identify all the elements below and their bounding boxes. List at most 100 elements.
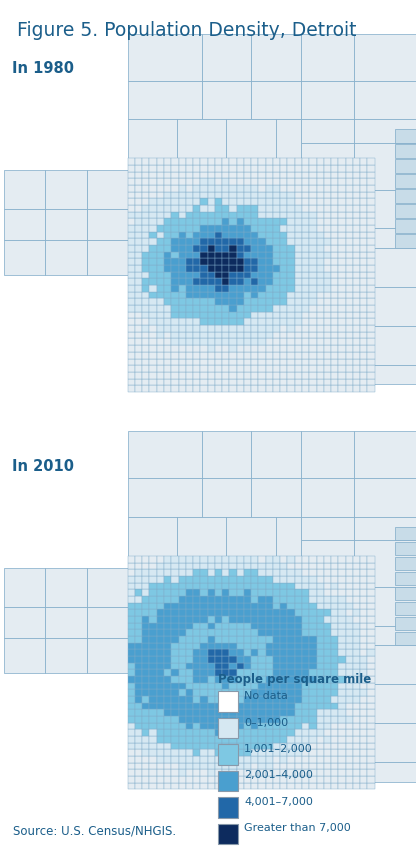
Bar — [266, 245, 273, 252]
Bar — [244, 299, 251, 305]
Bar — [135, 556, 142, 563]
Bar — [317, 305, 324, 312]
Bar — [226, 158, 276, 197]
Bar — [207, 770, 215, 776]
Bar — [302, 258, 309, 265]
Bar — [331, 716, 339, 722]
Bar — [353, 305, 360, 312]
Bar — [317, 722, 324, 729]
Bar — [295, 576, 302, 583]
Bar — [193, 325, 200, 332]
Bar — [45, 170, 87, 209]
Bar — [244, 556, 251, 563]
Bar — [346, 609, 353, 616]
Bar — [236, 736, 244, 743]
Bar — [171, 378, 178, 385]
Bar — [193, 736, 200, 743]
Bar — [87, 568, 128, 607]
Bar — [324, 325, 331, 332]
Bar — [207, 656, 215, 662]
Bar — [360, 352, 368, 359]
Bar — [301, 762, 354, 782]
Bar — [178, 596, 186, 602]
Bar — [353, 292, 360, 299]
Bar — [266, 312, 273, 318]
Bar — [244, 345, 251, 352]
Bar — [258, 232, 266, 239]
Bar — [302, 299, 309, 305]
Bar — [331, 265, 339, 272]
Bar — [331, 609, 339, 616]
Bar — [360, 199, 368, 205]
Bar — [193, 710, 200, 716]
Bar — [202, 80, 251, 119]
Bar — [331, 729, 339, 736]
Bar — [150, 656, 157, 662]
Bar — [273, 378, 280, 385]
Bar — [324, 669, 331, 676]
Bar — [360, 729, 368, 736]
Bar — [302, 239, 309, 245]
Bar — [354, 34, 416, 80]
Bar — [207, 318, 215, 325]
Bar — [368, 636, 375, 643]
Bar — [309, 352, 317, 359]
Bar — [244, 245, 251, 252]
Bar — [295, 710, 302, 716]
Bar — [193, 683, 200, 689]
Bar — [142, 365, 150, 372]
Bar — [164, 736, 171, 743]
Bar — [251, 278, 258, 285]
Bar — [207, 165, 215, 172]
Bar — [207, 192, 215, 199]
Bar — [339, 378, 346, 385]
Bar — [186, 359, 193, 365]
Bar — [280, 165, 287, 172]
Bar — [178, 609, 186, 616]
Bar — [287, 602, 295, 609]
Bar — [128, 676, 135, 683]
Bar — [317, 199, 324, 205]
Bar — [302, 225, 309, 232]
Bar — [309, 643, 317, 650]
Bar — [229, 359, 236, 365]
Bar — [276, 517, 301, 556]
Bar — [171, 716, 178, 722]
Bar — [200, 596, 207, 602]
Bar — [360, 265, 368, 272]
Bar — [186, 609, 193, 616]
Bar — [200, 378, 207, 385]
Bar — [215, 703, 222, 710]
Bar — [368, 318, 375, 325]
Bar — [200, 158, 207, 165]
Bar — [222, 199, 229, 205]
Bar — [229, 716, 236, 722]
Bar — [135, 776, 142, 783]
Bar — [295, 623, 302, 629]
Bar — [324, 385, 331, 392]
Bar — [354, 248, 416, 287]
Bar — [324, 179, 331, 185]
Bar — [346, 292, 353, 299]
Bar — [317, 258, 324, 265]
Bar — [244, 576, 251, 583]
Bar — [317, 272, 324, 278]
Bar — [164, 596, 171, 602]
Bar — [295, 185, 302, 192]
Bar — [178, 689, 186, 696]
Bar — [273, 656, 280, 662]
Bar — [229, 776, 236, 783]
Bar — [236, 218, 244, 225]
Bar — [331, 583, 339, 590]
Bar — [186, 199, 193, 205]
Bar — [266, 750, 273, 756]
Bar — [295, 563, 302, 569]
Bar — [135, 179, 142, 185]
Bar — [287, 305, 295, 312]
Bar — [157, 750, 164, 756]
Bar — [302, 359, 309, 365]
Bar — [266, 696, 273, 703]
Bar — [258, 352, 266, 359]
Bar — [360, 683, 368, 689]
Bar — [302, 378, 309, 385]
